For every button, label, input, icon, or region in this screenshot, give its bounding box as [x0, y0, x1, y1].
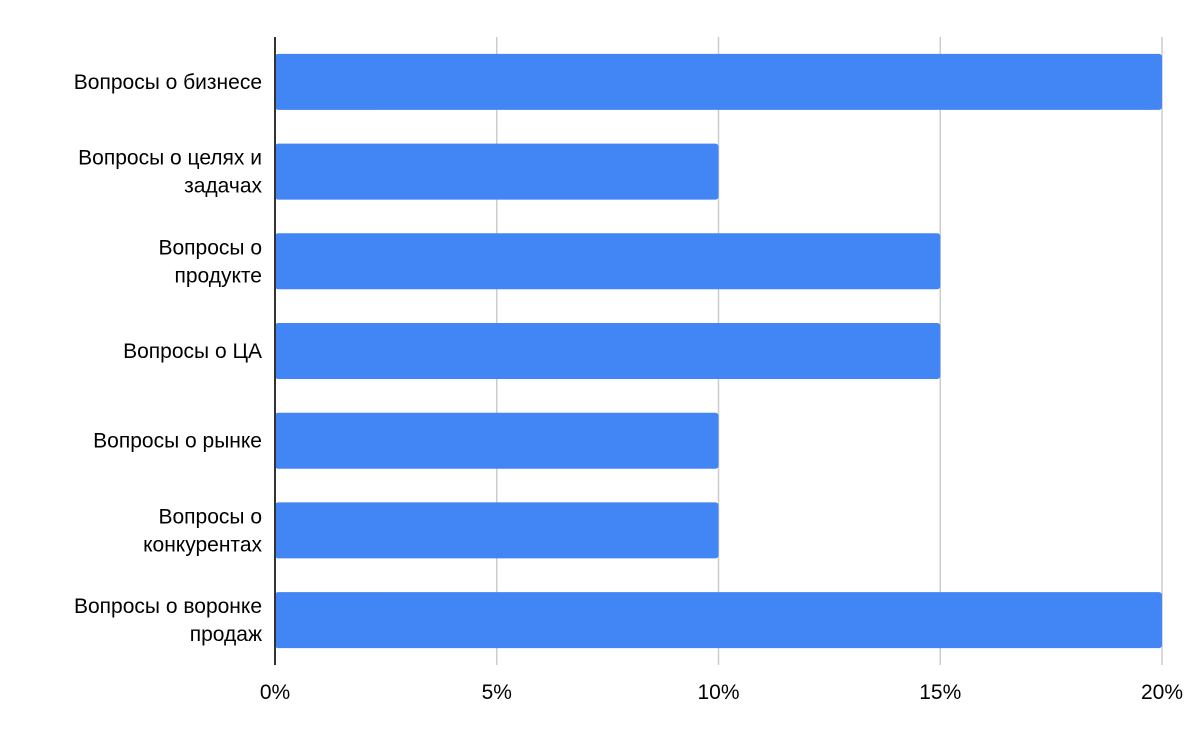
- x-tick-label-2: 10%: [697, 681, 739, 704]
- x-tick-label-3: 15%: [919, 681, 961, 704]
- category-label-line: Вопросы о: [158, 236, 262, 259]
- category-label-1: Вопросы о целях и задачах: [78, 147, 262, 198]
- bars: [275, 53, 1162, 649]
- category-label-line: Вопросы о воронке: [74, 595, 262, 618]
- category-label-0: Вопросы о бизнесе: [74, 71, 262, 94]
- category-labels: Вопросы о бизнесе Вопросы о целях и задача…: [74, 71, 263, 646]
- x-tick-label-4: 20%: [1141, 681, 1183, 704]
- category-label-line: продаж: [190, 623, 262, 646]
- x-tick-labels: 0% 5% 10% 15% 20%: [260, 681, 1183, 704]
- category-label-3: Вопросы о ЦА: [123, 340, 262, 363]
- bar-6: [275, 592, 1162, 649]
- bar-4: [275, 412, 719, 469]
- category-label-6: Вопросы о воронке продаж: [74, 595, 262, 646]
- x-tick-label-1: 5%: [482, 681, 512, 704]
- bar-5: [275, 502, 719, 559]
- x-tick-label-0: 0%: [260, 681, 290, 704]
- bar-1: [275, 143, 719, 200]
- bar-0: [275, 53, 1162, 110]
- category-label-line: Вопросы о целях и: [78, 147, 262, 170]
- category-label-line: Вопросы о: [158, 505, 262, 528]
- category-label-2: Вопросы о продукте: [158, 236, 262, 287]
- bar-3: [275, 323, 941, 379]
- category-label-4: Вопросы о рынке: [93, 430, 262, 453]
- bar-2: [275, 233, 941, 290]
- category-label-line: Вопросы о рынке: [93, 430, 262, 453]
- category-label-line: конкурентах: [143, 533, 262, 556]
- category-label-5: Вопросы о конкурентах: [143, 505, 262, 556]
- category-label-line: задачах: [184, 175, 262, 198]
- category-label-line: продукте: [174, 264, 262, 287]
- category-label-line: Вопросы о бизнесе: [74, 71, 262, 94]
- category-label-line: Вопросы о ЦА: [123, 340, 262, 363]
